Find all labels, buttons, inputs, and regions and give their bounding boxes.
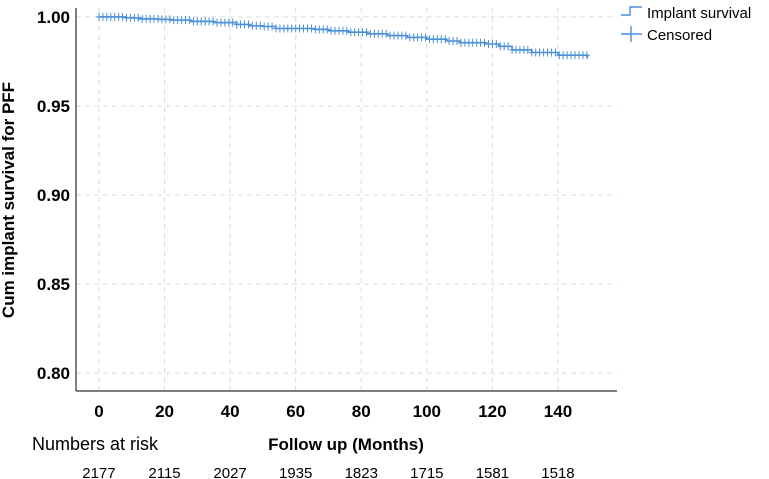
- legend: Implant survival Censored: [621, 5, 751, 44]
- risk-count: 2177: [82, 465, 115, 479]
- x-tick-label: 60: [286, 402, 305, 421]
- censor-mark: [383, 29, 390, 38]
- legend-implant-survival-icon: [621, 6, 642, 16]
- y-tick-label: 0.80: [37, 364, 70, 383]
- legend-implant-survival-label: Implant survival: [647, 5, 751, 22]
- censor-mark: [343, 26, 350, 35]
- censor-mark: [402, 31, 409, 40]
- censor-mark: [245, 20, 252, 29]
- y-tick-label: 0.85: [37, 275, 70, 294]
- x-tick-labels: 0 20 40 60 80 100 120 140: [94, 402, 572, 421]
- y-tick-label: 0.90: [37, 186, 70, 205]
- grid-lines: [76, 8, 617, 391]
- censor-mark: [583, 51, 590, 60]
- censor-mark: [229, 18, 236, 27]
- censor-mark: [454, 37, 460, 45]
- censor-mark: [210, 17, 217, 26]
- x-tick-label: 40: [221, 402, 240, 421]
- y-tick-labels: 0.80 0.85 0.90 0.95 1.00: [37, 8, 70, 383]
- risk-count: 1823: [345, 465, 378, 479]
- censor-mark: [186, 16, 193, 25]
- censor-mark: [524, 45, 531, 54]
- censor-mark: [422, 33, 429, 42]
- axes: [75, 8, 617, 392]
- x-tick-label: 140: [544, 402, 572, 421]
- censor-mark: [363, 28, 370, 37]
- risk-count: 2027: [213, 465, 246, 479]
- x-tick-label: 100: [413, 402, 441, 421]
- risk-count: 2115: [148, 465, 180, 479]
- censor-mark: [324, 25, 331, 34]
- y-tick-label: 0.95: [37, 97, 70, 116]
- censor-mark: [269, 22, 276, 31]
- x-tick-label: 80: [352, 402, 371, 421]
- x-tick-label: 0: [94, 402, 103, 421]
- numbers-at-risk-label: Numbers at risk: [32, 434, 159, 454]
- censor-mark: [442, 35, 449, 44]
- survival-step-line: [99, 16, 589, 58]
- censor-mark: [481, 38, 488, 47]
- risk-count: 1935: [279, 465, 312, 479]
- series-layer: [96, 12, 590, 60]
- y-tick-label: 1.00: [37, 8, 70, 27]
- censor-mark: [119, 12, 126, 21]
- risk-count: 1715: [410, 465, 443, 479]
- legend-censored-label: Censored: [647, 27, 712, 44]
- censor-mark: [257, 21, 264, 30]
- censor-mark: [493, 40, 500, 48]
- x-tick-label: 120: [478, 402, 506, 421]
- censor-mark: [505, 42, 512, 51]
- risk-count: 1518: [541, 465, 574, 479]
- censor-mark: [308, 24, 315, 33]
- x-tick-label: 20: [155, 402, 174, 421]
- x-axis-title: Follow up (Months): [268, 435, 424, 454]
- y-axis-title: Cum implant survival for PFF: [0, 82, 18, 318]
- risk-count: 1581: [476, 465, 509, 479]
- censor-mark: [166, 15, 173, 24]
- numbers-at-risk-row: 2177 2115 2027 1935 1823 1715 1581 1518: [82, 465, 574, 479]
- censor-mark: [552, 48, 559, 57]
- censor-mark: [135, 13, 142, 22]
